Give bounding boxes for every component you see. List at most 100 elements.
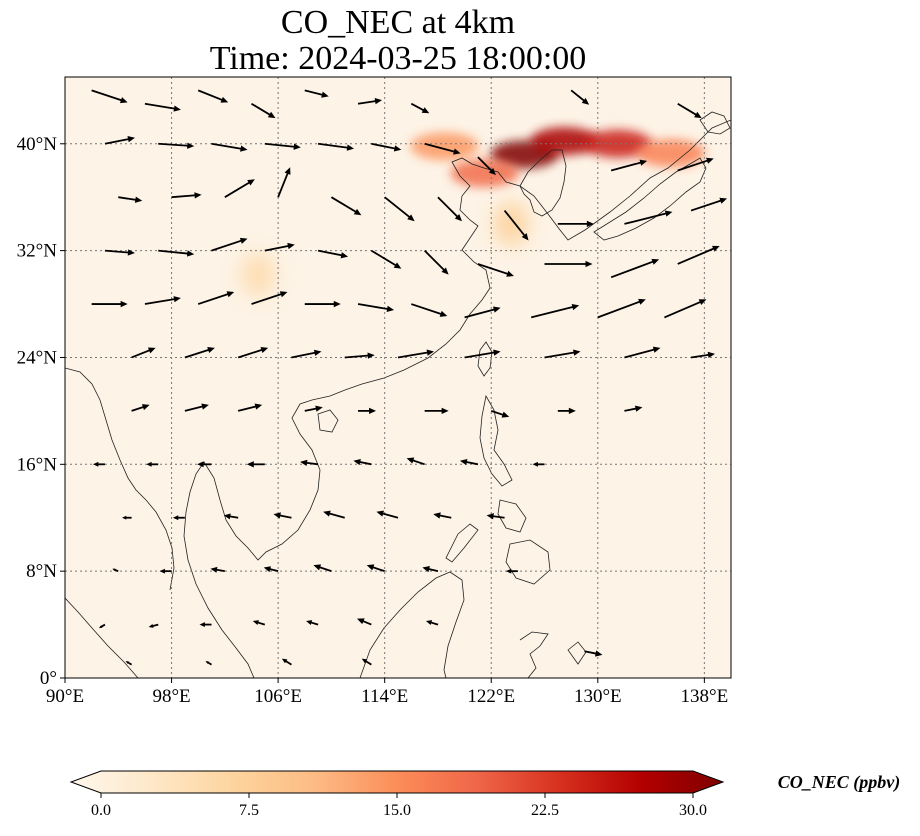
wind-vector bbox=[184, 346, 215, 359]
wind-vector bbox=[358, 407, 377, 415]
wind-vector bbox=[410, 102, 430, 114]
wind-vector bbox=[112, 568, 119, 572]
wind-vector bbox=[304, 405, 323, 412]
wind-vector bbox=[252, 620, 266, 626]
wind-vector bbox=[118, 196, 143, 203]
wind-vector bbox=[406, 457, 425, 466]
colorbar-tick-label: 7.5 bbox=[239, 802, 259, 819]
wind-vector bbox=[91, 89, 128, 104]
wind-vector bbox=[544, 260, 593, 268]
wind-vector bbox=[264, 142, 301, 150]
wind-vector bbox=[313, 564, 332, 573]
coastline-mainland bbox=[183, 119, 731, 678]
wind-vector bbox=[477, 156, 496, 176]
wind-vector bbox=[237, 346, 269, 359]
wind-vector bbox=[330, 196, 362, 216]
co-plume-3 bbox=[637, 139, 706, 168]
coastline-hokkaido bbox=[699, 111, 731, 135]
wind-vector bbox=[98, 623, 106, 629]
wind-vector bbox=[273, 512, 292, 519]
wind-vector bbox=[424, 249, 449, 275]
lon-tick-label: 114°E bbox=[361, 686, 408, 707]
coastline-sumatra bbox=[65, 597, 139, 678]
wind-vector bbox=[131, 404, 150, 412]
wind-vector bbox=[263, 566, 279, 573]
wind-vector bbox=[366, 564, 385, 573]
wind-vector bbox=[304, 89, 329, 98]
wind-vector bbox=[530, 304, 580, 319]
wind-vector bbox=[370, 249, 402, 269]
gridlines bbox=[65, 77, 731, 678]
wind-vector bbox=[300, 459, 319, 466]
coastline-mindanao bbox=[505, 539, 551, 585]
wind-vector bbox=[131, 347, 156, 359]
wind-vector bbox=[199, 622, 212, 628]
lon-tick-label: 90°E bbox=[46, 686, 84, 707]
wind-vector bbox=[171, 192, 202, 199]
map-background bbox=[65, 77, 731, 678]
wind-vector bbox=[371, 142, 402, 152]
co-plume-layer bbox=[240, 127, 706, 297]
lat-tick-label: 24°N bbox=[17, 347, 58, 368]
wind-vector bbox=[159, 568, 172, 574]
wind-vector bbox=[424, 407, 449, 415]
wind-vector bbox=[197, 461, 212, 468]
wind-vector bbox=[158, 249, 195, 257]
colorbar-ticks: 0.0 7.5 15.0 22.5 30.0 bbox=[91, 793, 707, 819]
wind-vector bbox=[146, 461, 159, 467]
wind-vector bbox=[557, 220, 594, 228]
wind-vector bbox=[304, 300, 341, 308]
longitude-tick-labels: 90°E 98°E 106°E 114°E 122°E 130°E 138°E bbox=[46, 678, 728, 707]
wind-vector bbox=[323, 510, 345, 519]
wind-vector bbox=[477, 263, 514, 277]
wind-vector bbox=[357, 98, 383, 105]
wind-vector bbox=[291, 349, 322, 359]
wind-vector bbox=[624, 405, 643, 412]
colorbar-gradient bbox=[69, 770, 725, 794]
wind-vector bbox=[361, 658, 372, 666]
coastline-korea bbox=[519, 149, 567, 217]
wind-vector bbox=[92, 461, 105, 467]
wind-vector bbox=[357, 303, 395, 313]
map-subtitle: Time: 2024-03-25 18:00:00 bbox=[209, 40, 587, 77]
wind-vector bbox=[197, 89, 229, 103]
coastline-borneo bbox=[359, 571, 465, 678]
coastline-japan bbox=[593, 157, 707, 241]
wind-vector bbox=[411, 303, 448, 317]
map-title: CO_NEC at 4km bbox=[280, 4, 516, 41]
wind-vector bbox=[344, 352, 375, 359]
wind-vector bbox=[91, 300, 128, 308]
wind-vector bbox=[424, 142, 461, 155]
wind-vector bbox=[677, 102, 702, 119]
wind-vector bbox=[597, 298, 646, 319]
lon-tick-label: 106°E bbox=[254, 686, 302, 707]
wind-vector bbox=[104, 249, 135, 256]
wind-vector bbox=[211, 142, 248, 152]
wind-vector bbox=[505, 568, 518, 574]
wind-vector bbox=[570, 89, 590, 105]
wind-vector bbox=[532, 461, 545, 467]
wind-vector bbox=[148, 623, 159, 628]
wind-vector bbox=[584, 650, 603, 657]
co-plume-1 bbox=[530, 127, 599, 156]
concentration-layer bbox=[240, 127, 706, 297]
wind-vector bbox=[677, 245, 720, 265]
coastline-visayas bbox=[497, 499, 527, 533]
lon-tick-label: 138°E bbox=[681, 686, 729, 707]
lat-tick-label: 40°N bbox=[17, 134, 58, 155]
wind-vector bbox=[210, 566, 225, 573]
wind-vector-layer bbox=[91, 89, 728, 666]
colorbar-tick-label: 0.0 bbox=[91, 802, 111, 819]
wind-vector bbox=[557, 407, 576, 415]
lat-tick-label: 0° bbox=[40, 668, 57, 689]
lat-tick-label: 8°N bbox=[26, 561, 57, 582]
wind-vector bbox=[104, 136, 135, 145]
lat-tick-label: 32°N bbox=[17, 241, 58, 262]
wind-vector bbox=[144, 102, 181, 112]
wind-vector bbox=[224, 179, 255, 198]
wind-vector bbox=[264, 242, 295, 252]
colorbar-tick-label: 22.5 bbox=[531, 802, 559, 819]
coastline-sulawesi bbox=[519, 631, 549, 678]
lon-tick-label: 122°E bbox=[467, 686, 515, 707]
